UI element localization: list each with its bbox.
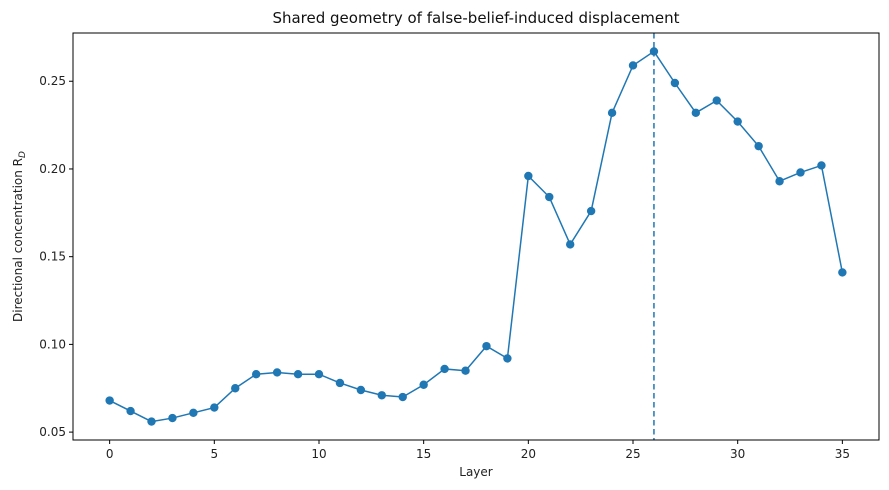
data-point (566, 240, 575, 249)
y-tick-label: 0.15 (39, 250, 66, 264)
data-point (524, 171, 533, 181)
data-point (503, 354, 512, 363)
data-point (168, 413, 177, 423)
x-tick-label: 35 (835, 447, 850, 461)
y-tick-label: 0.10 (39, 337, 66, 351)
y-axis-title: Directional concentration RD (11, 151, 28, 322)
x-tick-label: 20 (521, 447, 536, 461)
data-point (419, 380, 428, 389)
x-tick-label: 25 (625, 447, 640, 461)
data-point (251, 370, 261, 379)
x-axis-title: Layer (459, 465, 493, 479)
y-tick-label: 0.05 (39, 425, 66, 439)
y-tick-label: 0.20 (39, 162, 66, 176)
y-tick-label: 0.25 (39, 74, 66, 88)
series-line (109, 50, 844, 423)
data-point (356, 385, 366, 395)
data-point (482, 341, 491, 351)
chart-title: Shared geometry of false-belief-induced … (272, 9, 679, 27)
y-axis-title-main: Directional concentration R (11, 158, 25, 322)
data-point (440, 364, 449, 374)
data-point (733, 117, 742, 126)
data-point (796, 168, 805, 177)
data-point (712, 96, 721, 105)
data-point (377, 391, 386, 400)
data-point (126, 406, 135, 416)
x-tick-label: 10 (311, 447, 326, 461)
data-point (754, 141, 763, 151)
data-point (105, 396, 114, 405)
data-point (335, 378, 345, 388)
y-axis: 0.05 0.10 0.15 0.20 0.25 (39, 74, 73, 439)
data-point (586, 206, 596, 216)
x-tick-label: 15 (416, 447, 431, 461)
data-point (670, 78, 680, 88)
x-axis: 0 5 10 15 20 25 30 35 (106, 440, 850, 461)
data-point (607, 108, 617, 118)
x-tick-label: 30 (730, 447, 745, 461)
data-point (691, 108, 701, 118)
data-point (817, 161, 826, 170)
data-point (210, 403, 219, 412)
data-point (545, 192, 554, 202)
data-point (461, 366, 470, 375)
data-point (314, 370, 324, 379)
data-point (838, 268, 847, 277)
data-point (293, 370, 303, 379)
data-point (272, 368, 282, 377)
data-point (231, 384, 240, 393)
data-point (398, 392, 407, 402)
plot-frame (72, 32, 880, 441)
plot-area (105, 33, 847, 440)
data-point (147, 417, 156, 426)
x-tick-label: 5 (210, 447, 218, 461)
data-point (628, 61, 638, 70)
data-point (189, 408, 198, 418)
x-tick-label: 0 (106, 447, 114, 461)
y-axis-title-subscript: D (18, 151, 28, 158)
data-point (775, 177, 784, 186)
